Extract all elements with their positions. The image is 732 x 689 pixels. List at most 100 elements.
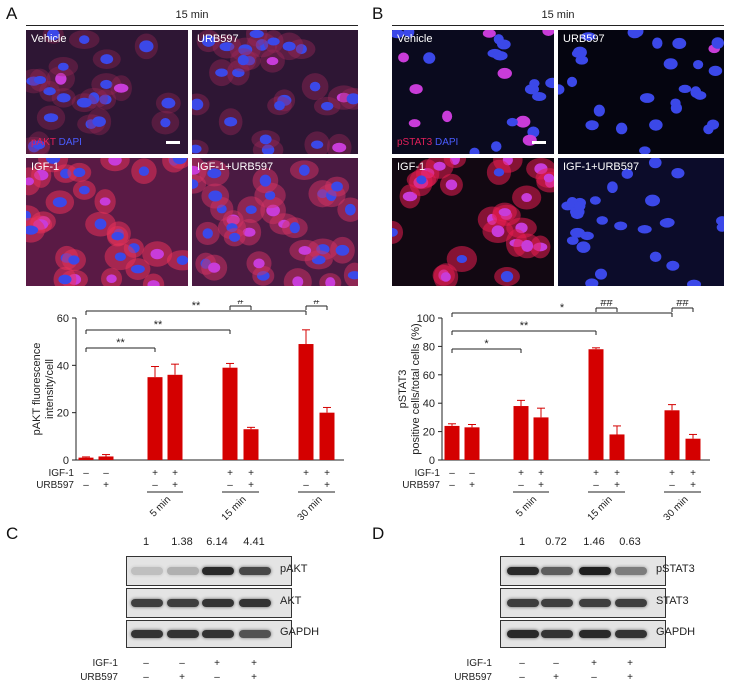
nucleus — [558, 84, 565, 95]
blot-label: STAT3 — [656, 595, 689, 607]
blot-quant-value: 6.14 — [206, 536, 228, 548]
nucleus — [402, 191, 418, 202]
urb597-sign: + — [103, 480, 109, 491]
micrograph-label: IGF-1+URB597 — [197, 161, 274, 173]
blot-sign: + — [627, 658, 633, 669]
nucleus — [614, 221, 628, 231]
nucleus — [632, 30, 644, 37]
nucleus — [208, 262, 221, 273]
nucleus — [267, 37, 280, 46]
igf1-sign: + — [593, 468, 599, 479]
significance-label: ** — [154, 319, 163, 331]
blot-band — [202, 630, 234, 638]
nucleus — [524, 84, 540, 95]
nucleus — [580, 231, 594, 241]
nucleus — [224, 116, 238, 127]
nucleus — [347, 271, 358, 280]
blot-sign: – — [519, 658, 525, 669]
bar — [464, 427, 480, 460]
blot-band — [507, 599, 539, 607]
nucleus — [515, 115, 531, 128]
bar — [78, 457, 94, 460]
nucleus — [607, 181, 618, 194]
nucleus — [708, 65, 723, 76]
igf1-sign: – — [449, 468, 455, 479]
micrograph-a-igf1-urb597: IGF-1+URB597 — [192, 158, 358, 286]
nucleus — [596, 216, 608, 225]
nucleus — [192, 98, 204, 111]
nucleus — [113, 83, 129, 93]
nucleus — [543, 173, 554, 183]
time-group-label: 30 min — [296, 494, 325, 520]
nucleus — [176, 255, 188, 266]
nucleus — [398, 52, 409, 63]
urb597-sign: + — [690, 480, 696, 491]
nucleus — [45, 158, 61, 164]
nucleus — [108, 158, 122, 166]
row-label-urb597: URB597 — [36, 480, 74, 491]
nucleus — [331, 181, 343, 192]
urb597-sign: – — [449, 480, 455, 491]
significance-label: ## — [676, 300, 689, 309]
igf1-sign: – — [469, 468, 475, 479]
nucleus — [172, 158, 187, 165]
nucleus — [52, 197, 67, 208]
blot-row-label: URB597 — [454, 672, 492, 683]
row-label-igf1: IGF-1 — [48, 468, 74, 479]
blot-band — [239, 599, 271, 607]
cell-field — [392, 30, 554, 154]
blot-band — [167, 630, 199, 638]
nucleus — [76, 97, 92, 108]
blot-quant-value: 1.46 — [583, 536, 605, 548]
time-group-label: 15 min — [220, 494, 249, 520]
panel-letter-d: D — [372, 524, 385, 543]
panel-letter-c: C — [6, 524, 19, 543]
urb597-sign: – — [303, 480, 309, 491]
blot-band — [579, 567, 611, 575]
nucleus — [130, 264, 145, 274]
nucleus — [445, 179, 458, 191]
blot-band — [507, 630, 539, 638]
nucleus — [585, 278, 599, 286]
micrograph-label: IGF-1 — [397, 161, 426, 173]
bar — [319, 412, 335, 460]
blot-band — [507, 567, 539, 575]
blot-band — [131, 567, 163, 575]
nucleus — [498, 208, 511, 217]
cell-field — [561, 158, 724, 286]
nucleus — [192, 165, 201, 175]
igf1-sign: + — [669, 468, 675, 479]
urb597-sign: + — [172, 480, 178, 491]
blot-row-label: IGF-1 — [92, 658, 118, 669]
igf1-sign: + — [690, 468, 696, 479]
nucleus — [255, 39, 269, 51]
micrograph-b-igf1: IGF-1 — [392, 158, 554, 286]
nucleus — [670, 98, 681, 108]
nucleus — [78, 185, 90, 195]
micrograph-label: IGF-1 — [31, 161, 60, 173]
blot-row-label: IGF-1 — [466, 658, 492, 669]
time-group-label: 30 min — [662, 494, 691, 520]
bar — [685, 438, 701, 460]
blot-band — [615, 630, 647, 638]
y-tick-label: 40 — [423, 398, 435, 410]
nucleus — [652, 37, 663, 49]
blot-band — [239, 567, 271, 575]
nucleus — [521, 240, 534, 252]
nucleus — [423, 52, 436, 64]
urb597-sign: + — [324, 480, 330, 491]
nucleus — [637, 224, 652, 234]
nucleus — [68, 255, 80, 265]
nucleus — [26, 177, 34, 186]
blot-band — [615, 599, 647, 607]
blot-band — [202, 599, 234, 607]
nucleus — [344, 203, 356, 216]
nucleus — [261, 144, 275, 154]
scale-bar — [166, 141, 180, 144]
nucleus — [491, 225, 505, 238]
nucleus — [648, 158, 662, 169]
nucleus — [574, 201, 586, 211]
micrograph-label: Vehicle — [31, 33, 67, 45]
time-group-label: 5 min — [148, 494, 173, 519]
nucleus — [100, 79, 113, 89]
